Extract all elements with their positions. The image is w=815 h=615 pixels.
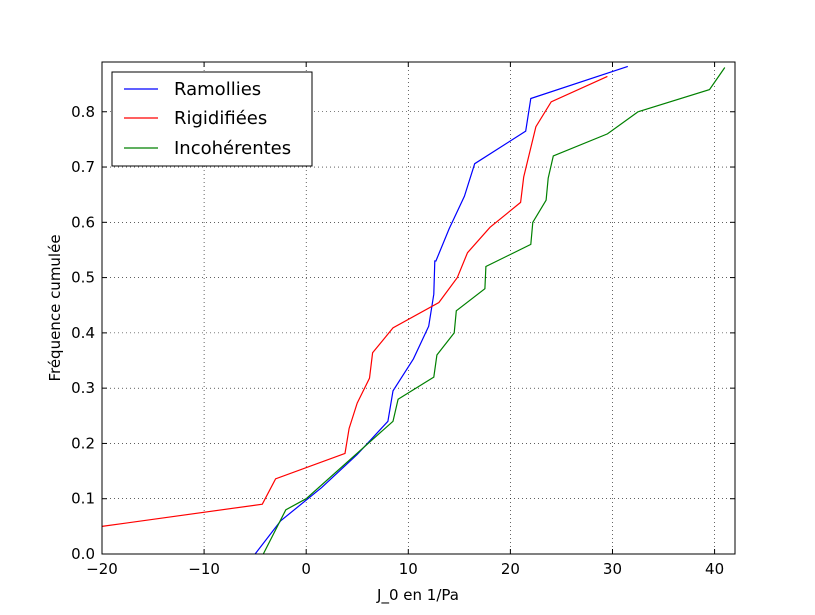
legend-label-ramollies: Ramollies — [174, 79, 261, 100]
series-line-1 — [254, 65, 628, 555]
y-tick-label: 0.2 — [71, 434, 95, 452]
x-tick-label: −20 — [86, 560, 118, 578]
legend-box — [111, 71, 313, 167]
x-tick-label: 0 — [301, 560, 311, 578]
y-tick-label: 0.3 — [71, 379, 95, 397]
x-axis-label: J_0 en 1/Pa — [376, 586, 459, 605]
plot-frame — [101, 61, 736, 555]
x-tick-label: −10 — [188, 560, 220, 578]
y-axis-label: Fréquence cumulée — [46, 234, 64, 381]
y-tick-label: 0.1 — [71, 490, 95, 508]
x-tick-label: 30 — [603, 560, 622, 578]
y-tick-label: 0.8 — [71, 103, 95, 121]
x-tick-label: 40 — [705, 560, 724, 578]
x-tick-label: 20 — [501, 560, 520, 578]
y-tick-label: 0.6 — [71, 213, 95, 231]
series-line-3 — [262, 67, 726, 555]
legend-label-rigidifiees: Rigidifiées — [174, 108, 267, 129]
series-line-2 — [101, 75, 608, 527]
y-tick-label: 0.0 — [71, 545, 95, 563]
legend: Ramollies Rigidifiées Incohérentes — [111, 71, 313, 167]
x-tick-label: 10 — [399, 560, 418, 578]
y-tick-label: 0.5 — [71, 269, 95, 287]
ticks: −20 −10 0 10 20 30 40 0.0 0.1 0.2 0.3 0.4 0.5 0.6 0.7 0… — [71, 62, 735, 578]
series-layer — [101, 65, 726, 555]
y-tick-label: 0.4 — [71, 324, 95, 342]
legend-label-incoherentes: Incohérentes — [174, 138, 291, 159]
y-tick-label: 0.7 — [71, 158, 95, 176]
